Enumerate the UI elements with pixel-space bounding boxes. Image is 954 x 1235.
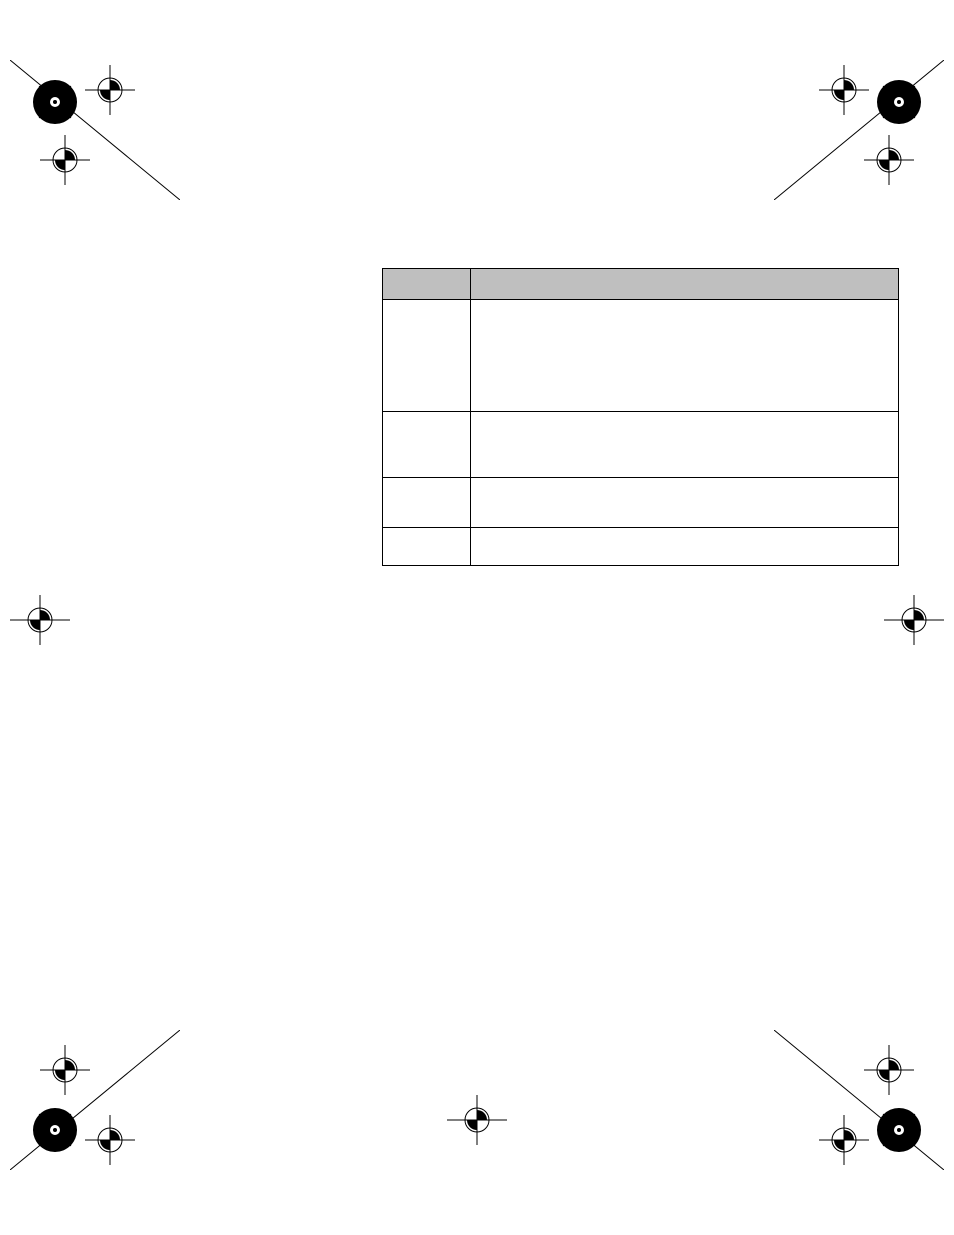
registration-mark-icon [774, 1030, 944, 1170]
table-cell [383, 412, 471, 478]
empty-table [382, 268, 899, 566]
document-page [0, 0, 954, 1235]
registration-mark-icon [774, 60, 944, 200]
table-row [383, 412, 899, 478]
table-header-cell [383, 269, 471, 300]
table-cell [471, 412, 899, 478]
registration-mark-icon [879, 590, 949, 650]
table-cell [471, 478, 899, 528]
table-cell [471, 300, 899, 412]
table-row [383, 300, 899, 412]
table-cell [471, 528, 899, 566]
registration-mark-icon [10, 1030, 180, 1170]
registration-mark-icon [442, 1090, 512, 1150]
table-row [383, 478, 899, 528]
table-cell [383, 528, 471, 566]
table-cell [383, 300, 471, 412]
table-cell [383, 478, 471, 528]
table-header-row [383, 269, 899, 300]
table-header-cell [471, 269, 899, 300]
registration-mark-icon [5, 590, 75, 650]
registration-mark-icon [10, 60, 180, 200]
table-row [383, 528, 899, 566]
